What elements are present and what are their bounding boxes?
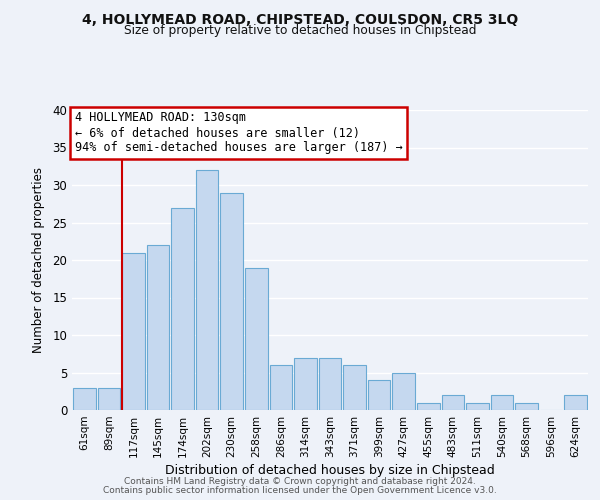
Bar: [442, 395, 464, 410]
Bar: [515, 402, 538, 410]
Bar: [466, 402, 489, 410]
Bar: [565, 395, 587, 410]
Text: Contains public sector information licensed under the Open Government Licence v3: Contains public sector information licen…: [103, 486, 497, 495]
Bar: [319, 358, 341, 410]
Bar: [146, 245, 169, 410]
Text: 4, HOLLYMEAD ROAD, CHIPSTEAD, COULSDON, CR5 3LQ: 4, HOLLYMEAD ROAD, CHIPSTEAD, COULSDON, …: [82, 12, 518, 26]
Text: 4 HOLLYMEAD ROAD: 130sqm
← 6% of detached houses are smaller (12)
94% of semi-de: 4 HOLLYMEAD ROAD: 130sqm ← 6% of detache…: [74, 112, 403, 154]
Bar: [245, 268, 268, 410]
Bar: [417, 402, 440, 410]
Bar: [269, 365, 292, 410]
X-axis label: Distribution of detached houses by size in Chipstead: Distribution of detached houses by size …: [165, 464, 495, 477]
Bar: [73, 388, 95, 410]
Bar: [98, 388, 120, 410]
Bar: [343, 365, 366, 410]
Bar: [294, 358, 317, 410]
Bar: [122, 252, 145, 410]
Bar: [368, 380, 391, 410]
Text: Size of property relative to detached houses in Chipstead: Size of property relative to detached ho…: [124, 24, 476, 37]
Text: Contains HM Land Registry data © Crown copyright and database right 2024.: Contains HM Land Registry data © Crown c…: [124, 477, 476, 486]
Bar: [491, 395, 514, 410]
Bar: [196, 170, 218, 410]
Bar: [392, 372, 415, 410]
Y-axis label: Number of detached properties: Number of detached properties: [32, 167, 46, 353]
Bar: [220, 192, 243, 410]
Bar: [171, 208, 194, 410]
